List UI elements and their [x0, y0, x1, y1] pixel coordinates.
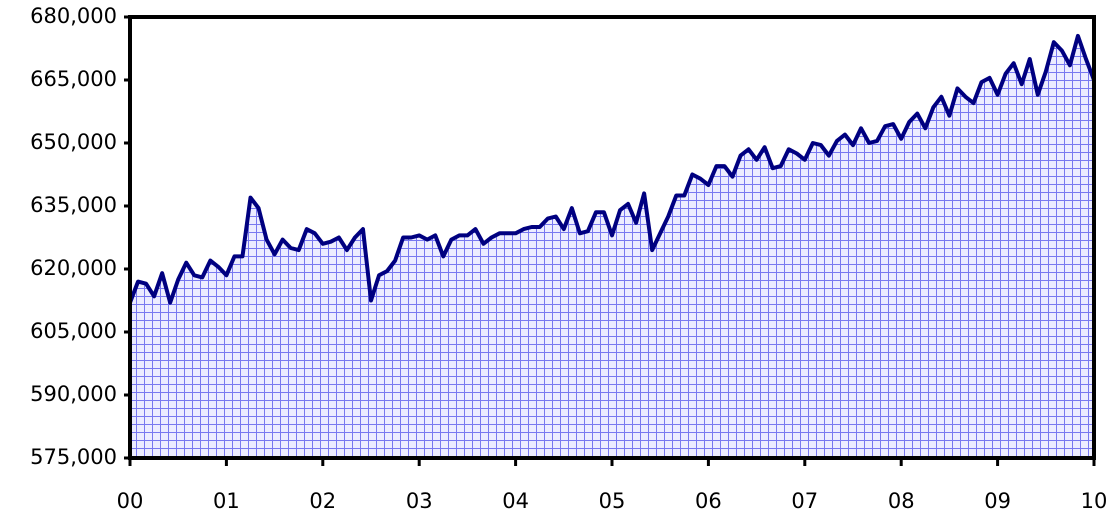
y-tick-label: 605,000 [30, 319, 117, 343]
x-tick-label: 01 [213, 489, 240, 513]
y-tick-label: 650,000 [30, 130, 117, 154]
area [130, 35, 1094, 459]
x-tick-label: 08 [888, 489, 915, 513]
y-tick-label: 635,000 [30, 193, 117, 217]
x-tick-label: 09 [984, 489, 1011, 513]
y-tick-label: 620,000 [30, 256, 117, 280]
x-tick-label: 05 [599, 489, 626, 513]
y-tick-label: 680,000 [30, 4, 117, 28]
x-tick-label: 07 [791, 489, 818, 513]
line [128, 33, 1096, 305]
x-tick-label: 10 [1081, 489, 1108, 513]
y-tick-label: 575,000 [30, 445, 117, 469]
x-tick-label: 06 [695, 489, 722, 513]
x-tick-label: 04 [502, 489, 529, 513]
x-tick-label: 03 [406, 489, 433, 513]
y-tick-label: 665,000 [30, 67, 117, 91]
y-tick-label: 590,000 [30, 382, 117, 406]
x-tick-label: 02 [309, 489, 336, 513]
x-tick-label: 00 [117, 489, 144, 513]
